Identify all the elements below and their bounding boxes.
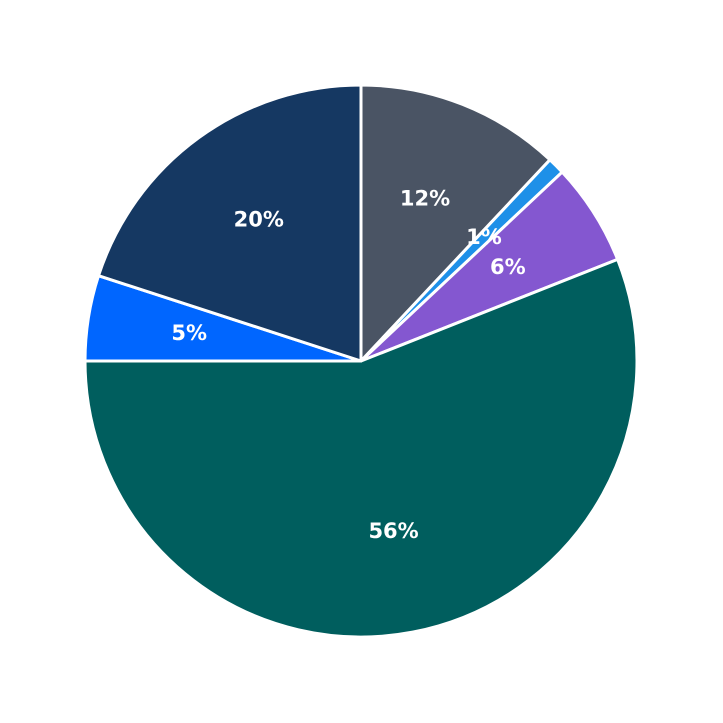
slice-label: 6%	[490, 255, 526, 279]
slice-label: 5%	[171, 321, 207, 345]
pie-slice	[83, 257, 639, 639]
slice-label: 1%	[466, 225, 502, 249]
pie-slice	[359, 83, 552, 363]
pie-slice	[97, 83, 363, 363]
slice-label: 12%	[400, 186, 450, 210]
slice-label: 20%	[234, 207, 284, 231]
slice-label: 56%	[368, 519, 418, 543]
